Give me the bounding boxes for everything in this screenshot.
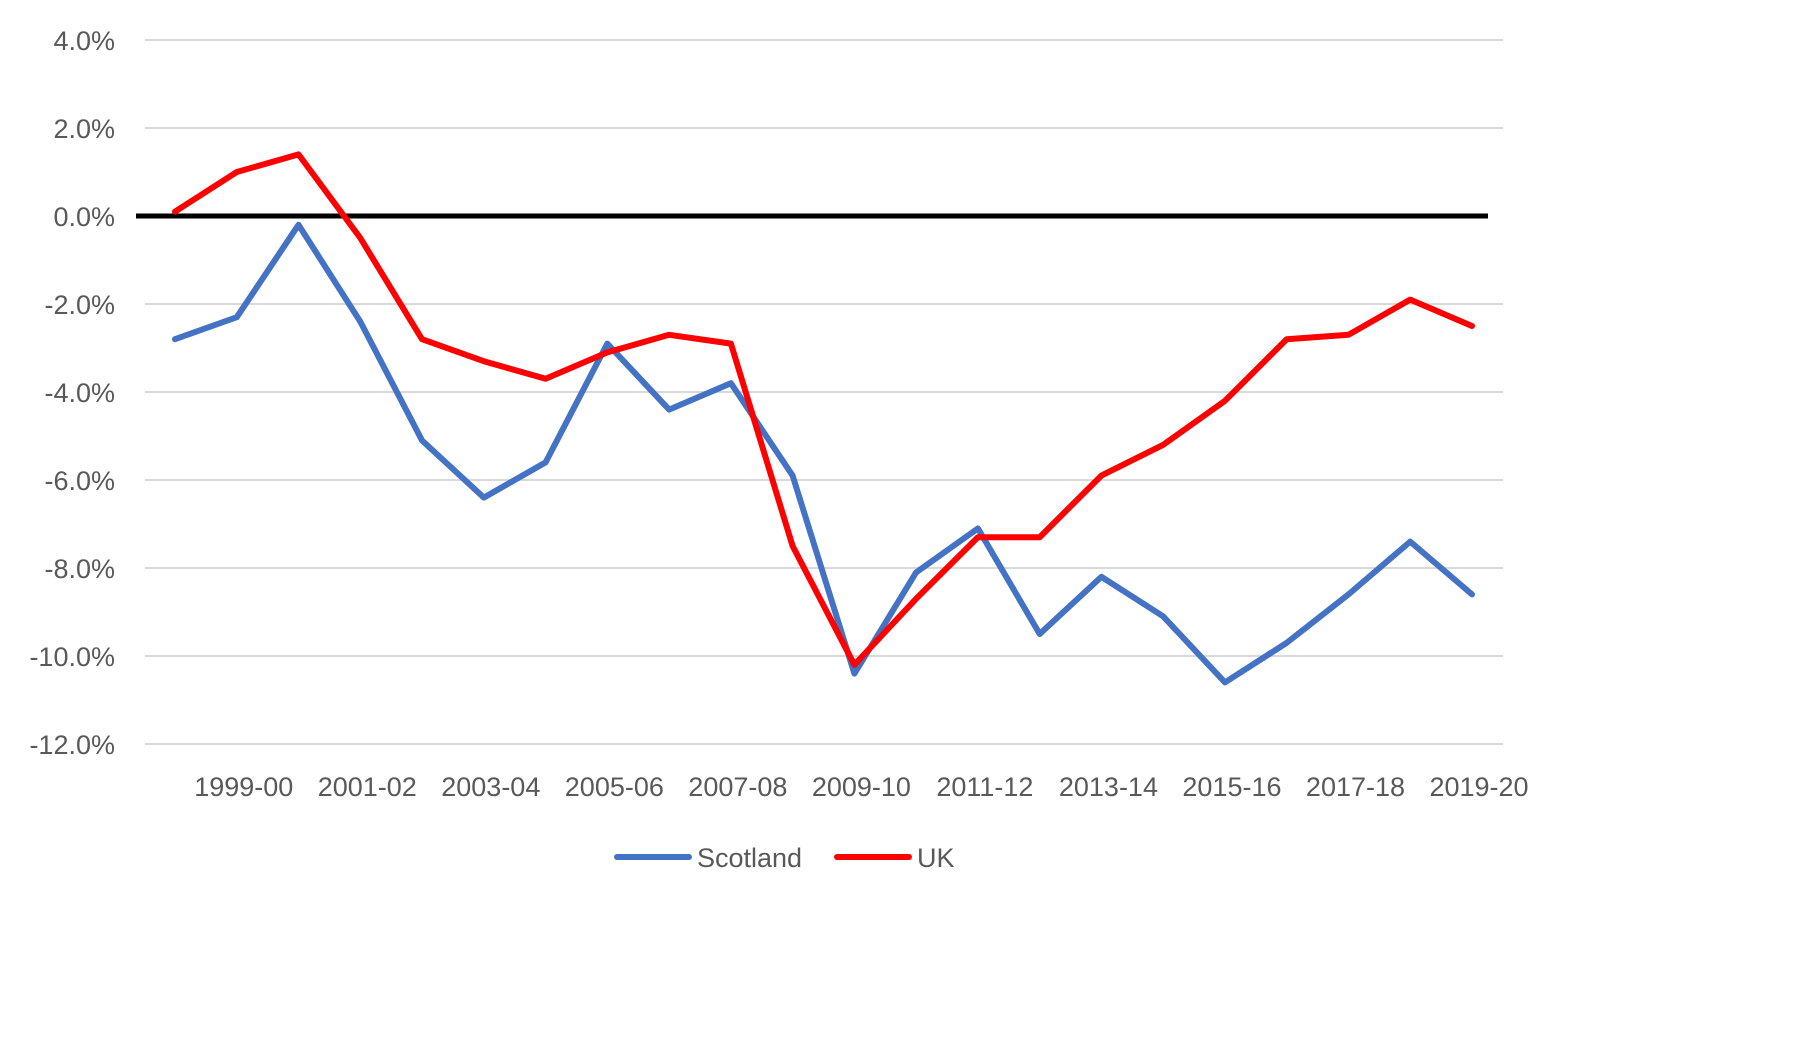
x-tick-label: 2001-02 [318,772,417,802]
x-tick-label: 2019-20 [1429,772,1528,802]
y-tick-label: -6.0% [44,466,115,496]
y-tick-label: -2.0% [44,290,115,320]
y-axis-tick-labels: 4.0% 2.0% 0.0% -2.0% -4.0% -6.0% -8.0% -10.0% -1… [29,26,115,760]
x-tick-label: 2005-06 [565,772,664,802]
x-tick-label: 2017-18 [1306,772,1405,802]
y-tick-label: 2.0% [53,114,115,144]
legend-label-uk: UK [917,843,955,873]
x-tick-label: 2011-12 [936,772,1033,802]
gridlines [145,39,1503,745]
y-tick-label: -8.0% [44,554,115,584]
y-tick-label: -4.0% [44,378,115,408]
y-tick-label: 4.0% [53,26,115,56]
x-tick-label: 2003-04 [441,772,540,802]
legend: Scotland UK [614,843,955,873]
x-tick-label: 2013-14 [1059,772,1158,802]
series-line-scotland [172,221,1475,686]
legend-label-scotland: Scotland [697,843,802,873]
x-axis-tick-labels: 1999-00 2001-02 2003-04 2005-06 2007-08 2009-… [194,772,1528,802]
y-tick-label: -10.0% [29,642,115,672]
x-tick-label: 2015-16 [1182,772,1281,802]
series-lines [172,151,1475,686]
y-tick-label: -12.0% [29,730,115,760]
x-tick-label: 1999-00 [194,772,293,802]
x-tick-label: 2007-08 [688,772,787,802]
x-tick-label: 2009-10 [812,772,911,802]
series-line-uk [172,151,1475,668]
y-tick-label: 0.0% [53,202,115,232]
